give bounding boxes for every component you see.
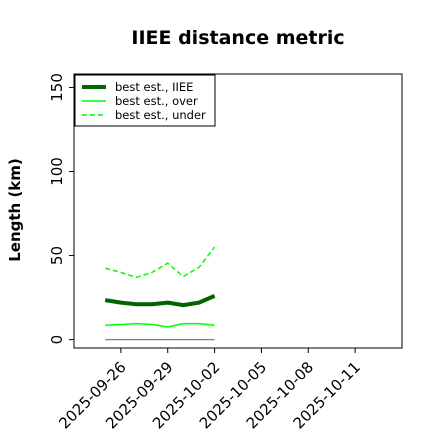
y-tick-label: 100 [48, 157, 66, 186]
series-lines [104, 246, 216, 341]
series-line-1 [105, 322, 215, 328]
y-axis: 0 50 100 150 [48, 73, 74, 344]
legend-label: best est., over [115, 94, 198, 108]
y-tick-label: 50 [48, 246, 66, 265]
y-tick-label: 150 [48, 73, 66, 102]
series-line-2 [105, 246, 216, 279]
legend-label: best est., IIEE [115, 80, 193, 94]
y-axis-label: Length (km) [6, 158, 24, 262]
series-line-0 [104, 294, 216, 308]
legend-label: best est., under [115, 108, 206, 122]
chart-title: IIEE distance metric [131, 27, 344, 49]
y-tick-label: 0 [48, 335, 66, 345]
x-axis: 2025-09-262025-09-292025-10-022025-10-05… [55, 348, 364, 432]
plot-area [73, 73, 403, 349]
